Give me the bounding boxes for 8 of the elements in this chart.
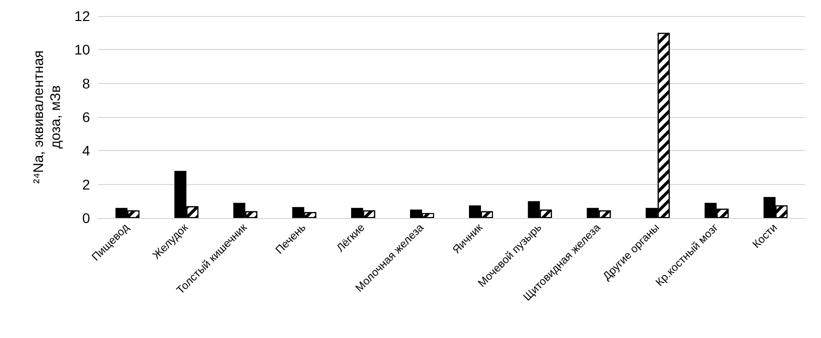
y-tick-label: 8 [82,75,90,92]
y-tick-label: 4 [82,142,90,159]
y-tick-label: 0 [82,210,90,226]
y-tick-label: 6 [82,109,90,125]
y-tick-label: 12 [74,8,90,24]
y-tick-label: 10 [74,42,90,58]
y-tick-label: 2 [82,176,90,192]
y-axis-title: ²⁴Na, эквивалентная доза, мЗв [30,50,64,184]
